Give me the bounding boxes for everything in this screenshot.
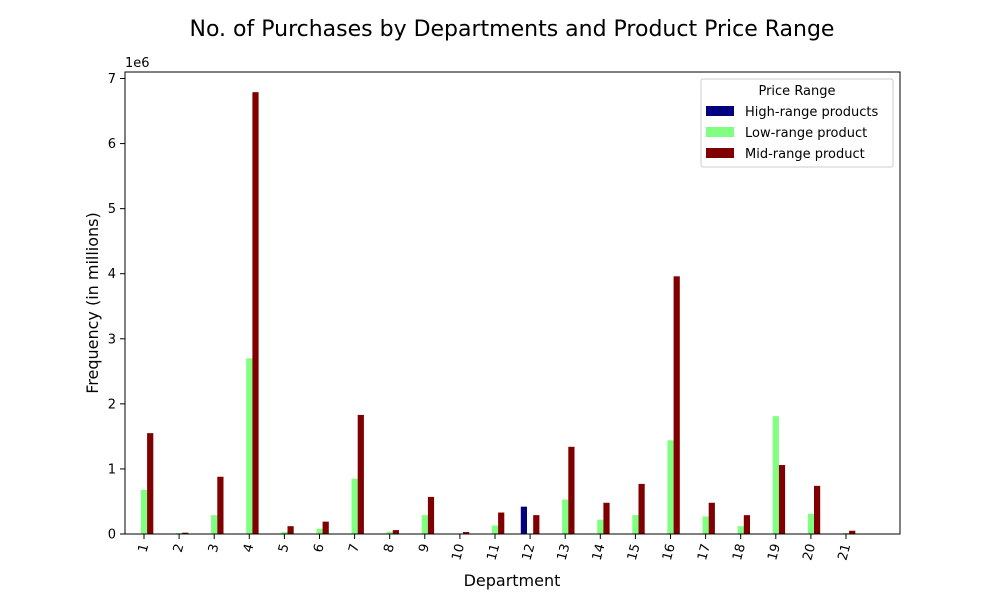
bar-mid-range-product-dept-21 — [849, 530, 856, 534]
bar-high-range-products-dept-12 — [520, 506, 527, 534]
x-axis-label: Department — [464, 571, 561, 590]
bar-mid-range-product-dept-1 — [147, 433, 154, 534]
x-tick-label: 9 — [416, 542, 433, 554]
x-tick-label: 3 — [206, 542, 223, 554]
bar-mid-range-product-dept-18 — [743, 515, 750, 534]
x-tick-label: 12 — [520, 542, 539, 562]
legend-entry-label: Low-range product — [745, 126, 867, 141]
bar-mid-range-product-dept-9 — [427, 496, 435, 534]
x-tick-label: 19 — [765, 542, 784, 562]
bar-mid-range-product-dept-7 — [357, 414, 364, 534]
x-tick-label: 21 — [835, 542, 854, 562]
bar-low-range-product-dept-14 — [597, 519, 604, 534]
bar-low-range-product-dept-16 — [667, 440, 674, 534]
bar-low-range-product-dept-3 — [211, 515, 218, 534]
y-tick-label: 0 — [108, 528, 116, 543]
bar-mid-range-product-dept-14 — [603, 502, 610, 534]
bar-low-range-product-dept-15 — [632, 515, 639, 534]
y-tick-label: 2 — [108, 397, 116, 412]
bar-low-range-product-dept-1 — [140, 489, 148, 534]
x-axis: 1 2 3 4 5 6 7 8 9 10 11 12 13 14 15 16 17 18 19 20 21 — [136, 534, 854, 562]
bar-low-range-product-dept-13 — [562, 499, 569, 534]
chart-title: No. of Purchases by Departments and Prod… — [190, 17, 835, 42]
bar-mid-range-product-dept-4 — [252, 92, 259, 535]
x-tick-label: 2 — [171, 542, 188, 554]
bar-mid-range-product-dept-16 — [673, 276, 680, 534]
x-tick-label: 11 — [484, 542, 503, 562]
x-tick-label: 14 — [590, 542, 609, 562]
y-tick-label: 6 — [108, 137, 116, 152]
bar-mid-range-product-dept-15 — [638, 483, 645, 534]
y-tick-label: 1 — [108, 462, 116, 477]
legend: Price Range High-range products Low-range… — [700, 78, 894, 168]
bar-low-range-product-dept-20 — [807, 513, 814, 534]
bar-low-range-product-dept-18 — [737, 526, 744, 534]
bar-low-range-product-dept-8 — [386, 531, 393, 534]
legend-swatch — [706, 106, 734, 116]
bar-mid-range-product-dept-8 — [392, 530, 399, 534]
bar-mid-range-product-dept-12 — [533, 515, 540, 534]
y-scale-multiplier: 1e6 — [125, 56, 150, 71]
x-tick-label: 17 — [695, 542, 714, 562]
legend-entry-label: Mid-range product — [745, 147, 865, 162]
bar-low-range-product-dept-7 — [351, 478, 358, 534]
bar-mid-range-product-dept-10 — [463, 532, 470, 534]
legend-swatch — [706, 148, 734, 158]
bar-mid-range-product-dept-11 — [498, 512, 505, 534]
x-tick-label: 18 — [730, 542, 749, 562]
x-tick-label: 7 — [346, 542, 363, 554]
bar-mid-range-product-dept-17 — [708, 502, 715, 534]
y-tick-label: 3 — [108, 332, 116, 347]
legend-box — [700, 78, 894, 168]
bar-low-range-product-dept-19 — [772, 416, 779, 534]
bar-mid-range-product-dept-19 — [778, 465, 786, 534]
bar-mid-range-product-dept-2 — [182, 532, 189, 534]
bar-mid-range-product-dept-5 — [287, 526, 294, 534]
x-tick-label: 6 — [311, 542, 328, 554]
x-tick-label: 16 — [660, 542, 679, 562]
plot-frame — [124, 71, 901, 535]
bar-low-range-product-dept-4 — [246, 358, 253, 534]
bar-mid-range-product-dept-6 — [322, 521, 329, 534]
bar-mid-range-product-dept-3 — [217, 476, 224, 534]
x-tick-label: 1 — [136, 542, 153, 554]
x-tick-label: 4 — [241, 542, 258, 554]
x-tick-label: 13 — [555, 542, 574, 562]
bar-low-range-product-dept-17 — [702, 516, 709, 534]
bar-mid-range-product-dept-20 — [814, 485, 821, 534]
x-tick-label: 10 — [449, 542, 468, 562]
y-axis-label: Frequency (in millions) — [83, 212, 102, 394]
bar-low-range-product-dept-5 — [281, 532, 288, 534]
bars-group — [140, 92, 856, 535]
y-tick-label: 4 — [108, 267, 116, 282]
y-tick-label: 5 — [108, 202, 116, 217]
bar-low-range-product-dept-9 — [421, 515, 428, 534]
legend-swatch — [706, 127, 734, 137]
legend-title: Price Range — [758, 84, 835, 99]
bar-mid-range-product-dept-13 — [568, 446, 575, 534]
y-tick-label: 7 — [108, 72, 116, 87]
x-tick-label: 5 — [276, 542, 293, 554]
legend-entry-label: High-range products — [745, 105, 879, 120]
bar-low-range-product-dept-11 — [491, 525, 499, 534]
x-tick-label: 8 — [381, 542, 398, 554]
x-tick-label: 15 — [625, 542, 644, 562]
x-tick-label: 20 — [800, 542, 819, 562]
bar-low-range-product-dept-6 — [316, 528, 323, 534]
y-axis: 0 1 2 3 4 5 6 7 — [108, 72, 125, 543]
